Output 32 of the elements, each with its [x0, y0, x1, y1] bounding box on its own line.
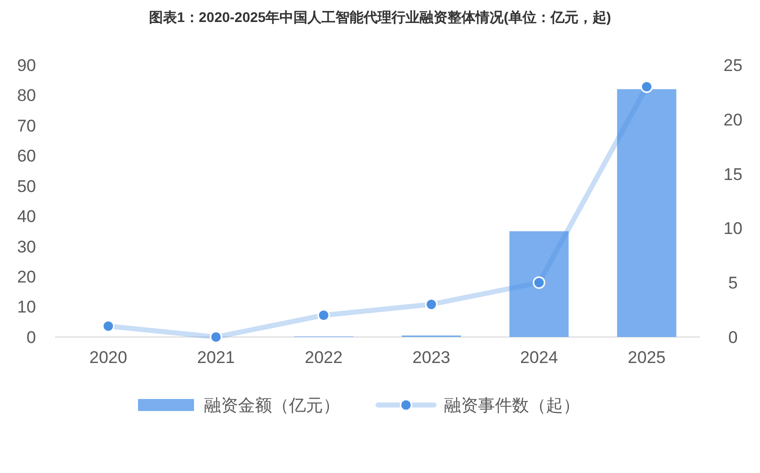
y2-tick-label: 10 — [724, 219, 742, 238]
point — [210, 330, 222, 344]
y-tick-label: 80 — [17, 86, 36, 106]
y2-tick-label: 20 — [724, 110, 742, 130]
y-tick-label: 60 — [17, 146, 36, 166]
y-tick-label: 30 — [17, 237, 36, 256]
point — [102, 320, 115, 332]
y-tick-label: 50 — [17, 176, 36, 196]
legend-label: 融资金额（亿元） — [204, 396, 340, 415]
x-tick-label: 2020 — [89, 348, 128, 367]
point — [532, 276, 546, 289]
bar — [617, 89, 676, 337]
x-tick-label: 2021 — [197, 348, 235, 367]
y-tick-label: 20 — [17, 268, 36, 287]
x-tick-label: 2025 — [628, 348, 666, 367]
legend-label: 融资事件数（起） — [444, 396, 580, 415]
chart-title: 图表1：2020-2025年中国人工智能代理行业融资整体情况(单位：亿元，起) — [148, 9, 612, 25]
y2-tick-label: 25 — [724, 56, 742, 75]
x-tick-label: 2024 — [520, 348, 558, 367]
bar — [509, 231, 569, 337]
y2-tick-label: 15 — [724, 164, 742, 184]
y2-tick-label: 0 — [728, 328, 738, 347]
point — [640, 80, 653, 94]
x-tick-label: 2023 — [412, 348, 450, 367]
point — [425, 298, 438, 311]
y-tick-label: 90 — [17, 56, 36, 75]
y-tick-label: 70 — [17, 116, 36, 136]
y2-tick-label: 5 — [728, 274, 738, 293]
y-tick-label: 10 — [17, 298, 36, 317]
y-tick-label: 0 — [26, 328, 36, 347]
y-tick-label: 40 — [17, 207, 36, 226]
x-tick-label: 2022 — [304, 348, 343, 367]
